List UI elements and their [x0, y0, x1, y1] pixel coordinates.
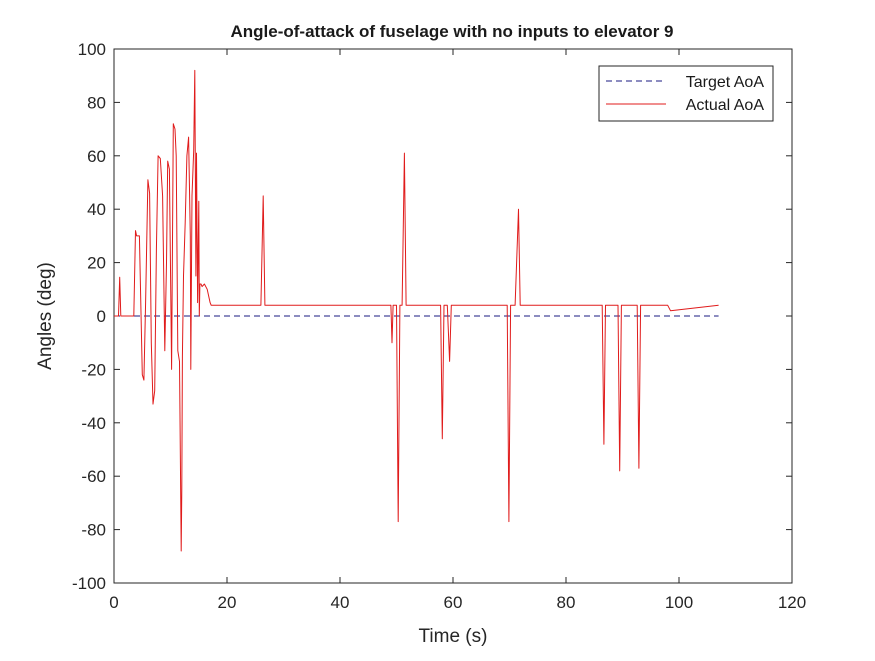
legend-label-actual: Actual AoA: [686, 97, 765, 114]
x-tick-label: 60: [444, 593, 463, 612]
x-tick-label: 80: [557, 593, 576, 612]
y-axis-label: Angles (deg): [35, 262, 56, 370]
series-line-actual-aoa: [114, 69, 719, 552]
x-tick-label: 20: [218, 593, 237, 612]
y-tick-label: -40: [81, 414, 106, 433]
x-tick-label: 100: [665, 593, 693, 612]
y-tick-label: -20: [81, 360, 106, 379]
legend: Target AoA Actual AoA: [598, 65, 774, 122]
x-tick-label: 0: [109, 593, 118, 612]
y-tick-label: 60: [87, 147, 106, 166]
legend-box: [598, 65, 774, 122]
y-tick-label: -80: [81, 521, 106, 540]
legend-label-target: Target AoA: [686, 74, 765, 91]
series-layer: [114, 69, 719, 552]
x-axis-ticks: 0 20 40 60 80 100 120: [109, 49, 806, 612]
x-tick-label: 40: [331, 593, 350, 612]
x-tick-label: 120: [778, 593, 806, 612]
y-tick-label: 0: [97, 307, 106, 326]
chart-title: Angle-of-attack of fuselage with no inpu…: [231, 22, 674, 41]
x-axis-label: Time (s): [419, 626, 488, 647]
y-tick-label: 80: [87, 93, 106, 112]
y-tick-label: 40: [87, 200, 106, 219]
y-tick-label: -60: [81, 467, 106, 486]
y-tick-label: 100: [78, 40, 106, 59]
y-tick-label: 20: [87, 254, 106, 273]
y-tick-label: -100: [72, 574, 106, 593]
